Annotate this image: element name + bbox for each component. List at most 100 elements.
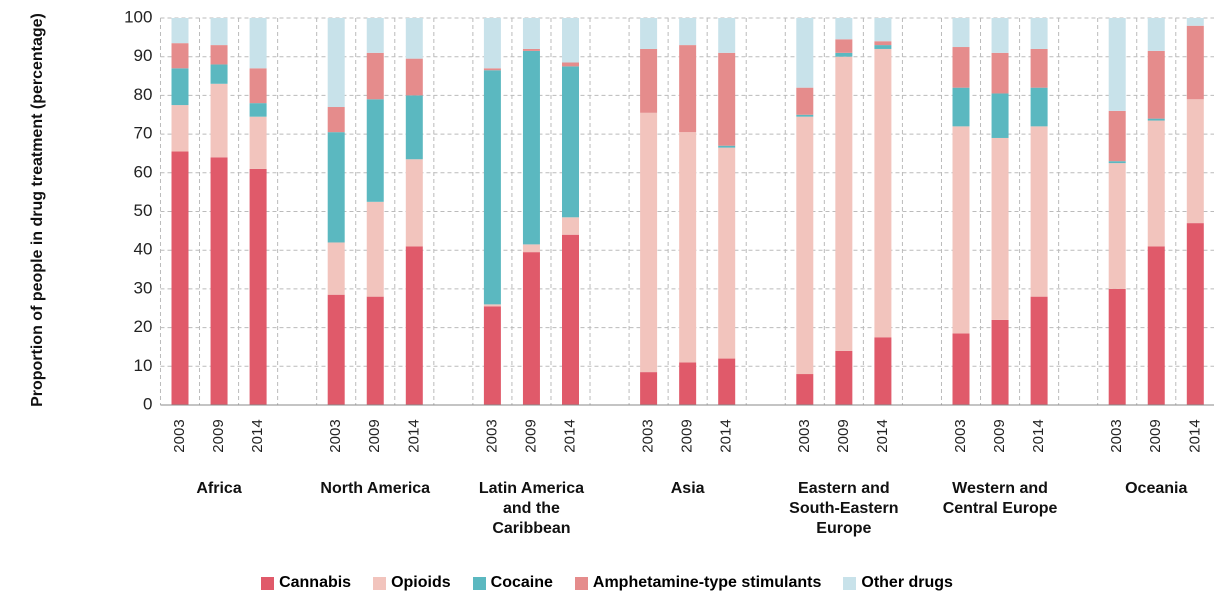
- bar-segment: [483, 68, 501, 71]
- bar-segment: [952, 47, 970, 88]
- bar-segment: [874, 337, 892, 405]
- group-label: Africa: [196, 480, 242, 497]
- bar-segment: [991, 93, 1009, 138]
- bar-segment: [171, 105, 189, 152]
- y-tick-label: 30: [134, 278, 153, 297]
- bar-segment: [522, 50, 540, 245]
- bar-segment: [874, 18, 892, 42]
- bar-segment: [522, 252, 540, 405]
- bar-segment: [991, 52, 1009, 94]
- x-tick-label: 2014: [1030, 419, 1047, 452]
- y-tick-label: 40: [134, 240, 153, 259]
- bar-segment: [718, 358, 736, 405]
- bar-segment: [210, 18, 228, 46]
- x-tick-label: 2014: [561, 419, 578, 452]
- bar-segment: [991, 18, 1009, 53]
- bar-segment: [562, 217, 579, 235]
- bar-segment: [562, 18, 579, 63]
- bar-segment: [718, 145, 736, 148]
- legend-swatch: [261, 576, 275, 590]
- bar-segment: [1147, 18, 1165, 51]
- bar-segment: [640, 18, 658, 49]
- bar-segment: [562, 66, 579, 218]
- bar-segment: [640, 112, 658, 373]
- group-label: Asia: [670, 480, 705, 497]
- y-tick-label: 70: [134, 124, 153, 143]
- x-tick-label: 2003: [171, 419, 188, 452]
- x-tick-label: 2009: [522, 419, 539, 452]
- bar-segment: [796, 374, 814, 405]
- x-tick-label: 2003: [796, 419, 813, 452]
- bar-segment: [210, 45, 228, 65]
- bar-segment: [874, 45, 892, 49]
- x-tick-label: 2003: [1108, 419, 1125, 452]
- bar-segment: [522, 244, 540, 253]
- group-label: North America: [320, 480, 431, 497]
- bar-segment: [835, 350, 853, 405]
- y-axis-label: Proportion of people in drug treatment (…: [29, 13, 46, 407]
- legend-item: Cannabis: [261, 574, 351, 592]
- bar-segment: [210, 83, 228, 158]
- y-tick-label: 10: [134, 356, 153, 375]
- group-label: Latin America and the Caribbean: [478, 480, 585, 537]
- bar-segment: [562, 234, 579, 405]
- bar-segment: [718, 52, 736, 146]
- bar-segment: [679, 45, 697, 133]
- bar-segment: [796, 87, 814, 115]
- bar-segment: [1147, 120, 1165, 247]
- legend-swatch: [472, 576, 486, 590]
- bar-segment: [366, 201, 384, 297]
- bar-segment: [1030, 296, 1048, 405]
- bar-segment: [952, 18, 970, 48]
- bar-segment: [327, 242, 345, 295]
- x-tick-label: 2009: [835, 419, 852, 452]
- bar-segment: [796, 116, 814, 375]
- bar-segment: [249, 68, 267, 104]
- x-tick-label: 2009: [1147, 419, 1164, 452]
- legend-swatch: [574, 576, 588, 590]
- bar-segment: [171, 68, 189, 106]
- bar-segment: [1108, 110, 1126, 162]
- bar-segment: [327, 132, 345, 243]
- legend-label: Other drugs: [861, 574, 953, 591]
- bar-segment: [327, 18, 345, 108]
- legend-item: Cocaine: [472, 574, 553, 592]
- bar-segment: [171, 43, 189, 69]
- legend-swatch: [373, 576, 387, 590]
- bar-segment: [249, 168, 267, 405]
- bar-segment: [327, 107, 345, 133]
- bar-segment: [1186, 25, 1204, 100]
- bar-segment: [249, 18, 267, 69]
- bar-segment: [405, 58, 423, 96]
- bar-segment: [1030, 87, 1048, 127]
- bar-segment: [1108, 161, 1126, 164]
- bar-segment: [640, 48, 658, 113]
- legend-label: Amphetamine-type stimulants: [592, 574, 822, 591]
- bar-segment: [405, 18, 423, 59]
- bar-segment: [171, 151, 189, 405]
- bar-segment: [562, 62, 579, 67]
- group-label: Western and Central Europe: [942, 480, 1058, 517]
- y-tick-label: 20: [134, 317, 153, 336]
- bar-segment: [366, 99, 384, 202]
- bar-segment: [1030, 126, 1048, 297]
- bar-segment: [1186, 99, 1204, 224]
- group-label: Oceania: [1125, 480, 1188, 497]
- bar-segment: [210, 157, 228, 405]
- bar-segment: [952, 333, 970, 405]
- legend-label: Opioids: [391, 574, 451, 591]
- bar-segment: [796, 18, 814, 88]
- bar-segment: [483, 18, 501, 69]
- bar-segment: [327, 294, 345, 405]
- legend-label: Cannabis: [279, 574, 352, 591]
- bar-segment: [366, 52, 384, 100]
- bar-segment: [640, 372, 658, 405]
- bar-segment: [1147, 246, 1165, 405]
- bar-segment: [522, 18, 540, 49]
- bar-segment: [210, 64, 228, 84]
- bar-segment: [483, 70, 501, 305]
- bar-segment: [1147, 118, 1165, 121]
- bar-segment: [835, 18, 853, 40]
